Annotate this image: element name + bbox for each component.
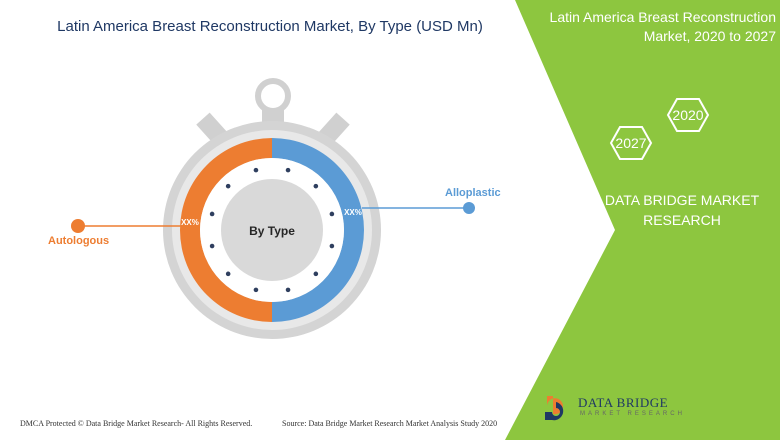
data-label-alloplastic: XX%: [344, 208, 362, 217]
dial-dot: [253, 287, 259, 293]
center-disc: [221, 179, 323, 281]
dial-dot: [313, 183, 319, 189]
data-label-autologous: XX%: [181, 218, 199, 227]
dial-dot: [285, 167, 291, 173]
source-note: Source: Data Bridge Market Research Mark…: [282, 419, 498, 428]
leader-line-autologous: [71, 219, 182, 233]
green-side-panel: [505, 0, 780, 440]
center-label: By Type: [249, 224, 295, 238]
logo-tagline: MARKET RESEARCH: [580, 411, 685, 417]
legend-label-alloplastic: Alloplastic: [445, 187, 501, 199]
dmca-notice: DMCA Protected © Data Bridge Market Rese…: [20, 419, 253, 428]
dial-dot: [329, 211, 335, 217]
dial-dot: [253, 167, 259, 173]
dial-dot: [313, 271, 319, 277]
slice-alloplastic: [272, 138, 364, 322]
stopwatch-dial-dots: [209, 167, 335, 293]
dial-dot: [225, 271, 231, 277]
data-bridge-logo-icon: [545, 396, 564, 421]
leader-line-alloplastic: [362, 202, 475, 214]
dial-dot: [285, 287, 291, 293]
slice-autologous: [180, 138, 272, 322]
stopwatch-knob-icon: [255, 78, 291, 127]
hexagon-2027-icon: [609, 126, 653, 160]
logo-name: DATA BRIDGE: [578, 395, 669, 410]
year-2027: 2027: [615, 135, 646, 151]
dial-dot: [225, 183, 231, 189]
legend-label-autologous: Autologous: [48, 235, 109, 247]
hexagon-2020-icon: [666, 98, 710, 132]
dial-dot: [329, 243, 335, 249]
donut-ring: [180, 138, 364, 322]
side-panel-title: Latin America Breast Reconstruction Mark…: [549, 9, 776, 44]
dial-dot: [209, 243, 215, 249]
brand-text: DATA BRIDGE MARKET RESEARCH: [604, 192, 760, 228]
chart-title: Latin America Breast Reconstruction Mark…: [57, 18, 483, 35]
year-2020: 2020: [672, 107, 703, 123]
dial-dot: [209, 211, 215, 217]
